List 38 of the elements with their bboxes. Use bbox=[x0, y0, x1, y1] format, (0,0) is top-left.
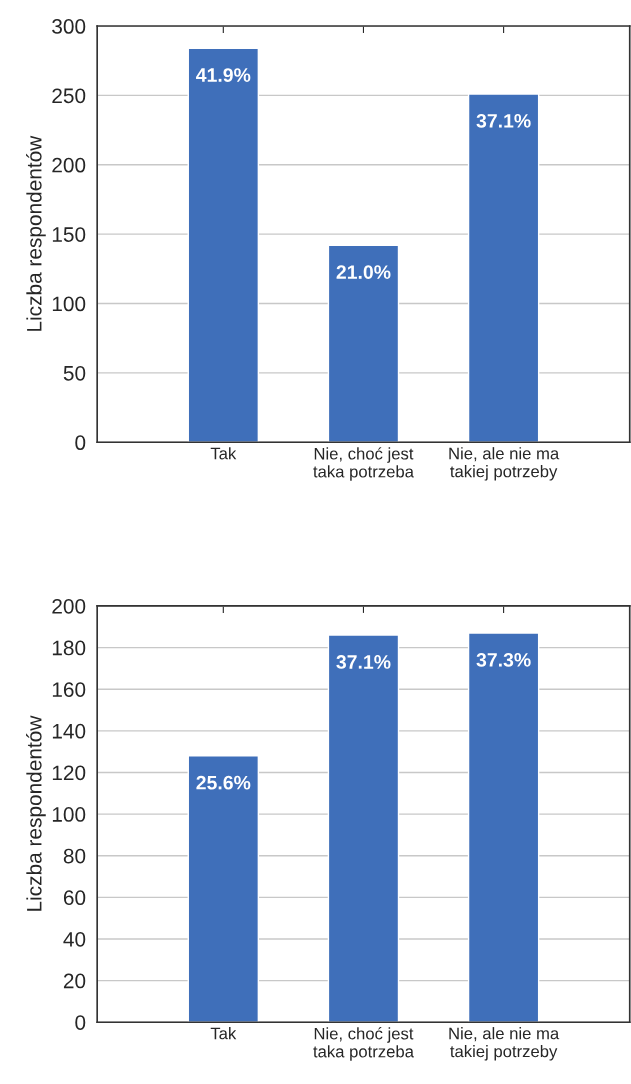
x-tick-label: Nie, ale nie ma takiej potrzeby bbox=[449, 447, 560, 481]
y-tick-label: 40 bbox=[63, 931, 86, 947]
annotation: 37.1% bbox=[336, 655, 391, 669]
bar bbox=[327, 244, 400, 443]
y-tick-label: 50 bbox=[63, 365, 86, 381]
bar bbox=[327, 634, 400, 1023]
y-axis-title: Liczba respondentów bbox=[26, 715, 46, 911]
bar bbox=[467, 93, 540, 443]
x-tick-label: Nie, ale nie ma takiej potrzeby bbox=[449, 1027, 560, 1061]
x-tick-label: Tak bbox=[210, 1027, 237, 1040]
annotation: 37.3% bbox=[476, 652, 531, 667]
y-tick-label: 140 bbox=[52, 723, 86, 739]
y-tick-label: 0 bbox=[75, 435, 86, 451]
y-tick-label: 100 bbox=[52, 807, 86, 822]
y-tick-label: 180 bbox=[52, 640, 86, 656]
y-tick-label: 300 bbox=[52, 19, 86, 34]
annotation: 25.6% bbox=[196, 775, 251, 790]
y-tick-label: 120 bbox=[52, 765, 86, 781]
y-tick-label: 200 bbox=[52, 598, 86, 614]
x-tick-label: Tak bbox=[210, 447, 237, 460]
bar bbox=[187, 47, 260, 443]
bar bbox=[187, 755, 260, 1023]
y-tick-label: 150 bbox=[52, 227, 86, 242]
y-tick-label: 100 bbox=[52, 296, 86, 312]
y-tick-label: 200 bbox=[52, 157, 86, 173]
y-tick-label: 250 bbox=[52, 88, 86, 104]
annotation: 41.9% bbox=[196, 68, 251, 82]
x-tick-label: Nie, choć jest taka potrzeba bbox=[313, 1027, 414, 1061]
annotation: 21.0% bbox=[336, 265, 391, 279]
y-tick-label: 80 bbox=[63, 848, 86, 864]
y-axis-title: Liczba respondentów bbox=[26, 135, 46, 331]
y-tick-label: 60 bbox=[63, 890, 86, 906]
y-tick-label: 160 bbox=[52, 682, 86, 697]
annotation: 37.1% bbox=[476, 113, 531, 128]
y-tick-label: 20 bbox=[63, 973, 86, 989]
x-tick-label: Nie, choć jest taka potrzeba bbox=[313, 447, 414, 481]
bar bbox=[467, 632, 540, 1023]
y-tick-label: 0 bbox=[75, 1015, 86, 1030]
